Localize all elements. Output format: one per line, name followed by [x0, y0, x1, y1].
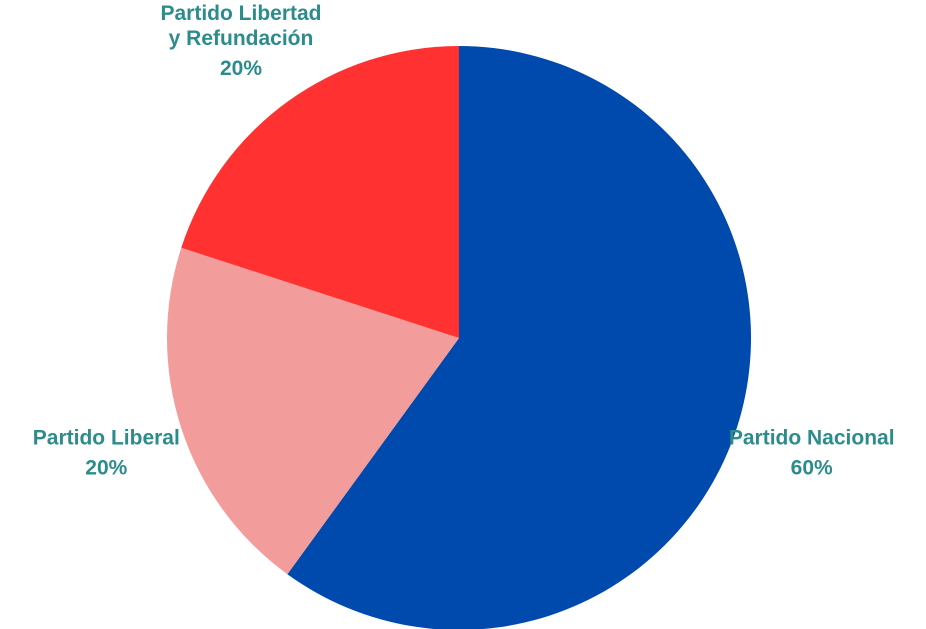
slice-value-label: 20%: [220, 57, 262, 80]
slice-label-partido-nacional: Partido Nacional 60%: [729, 427, 895, 480]
slice-label-partido-liberal: Partido Liberal 20%: [33, 427, 180, 480]
slice-label-partido-libertad-y-refundacion: Partido Libertad y Refundación 20%: [160, 2, 321, 80]
slice-labels: Partido Nacional 60%Partido Liberal 20%Par…: [33, 2, 895, 480]
pie-slice-partido-nacional: [287, 46, 751, 629]
slice-value-label: 60%: [791, 457, 833, 480]
slice-name-label: Partido Nacional: [729, 427, 895, 450]
pie-slices: [167, 46, 751, 629]
pie-slice-partido-libertad-y-refundacion: [181, 46, 460, 338]
slice-name-label: Partido Libertad: [160, 2, 321, 25]
slice-value-label: 20%: [85, 457, 127, 480]
pie-slice-partido-liberal: [167, 247, 459, 575]
slice-name-label: Partido Liberal: [33, 427, 180, 450]
slice-name-label: y Refundación: [169, 27, 314, 50]
